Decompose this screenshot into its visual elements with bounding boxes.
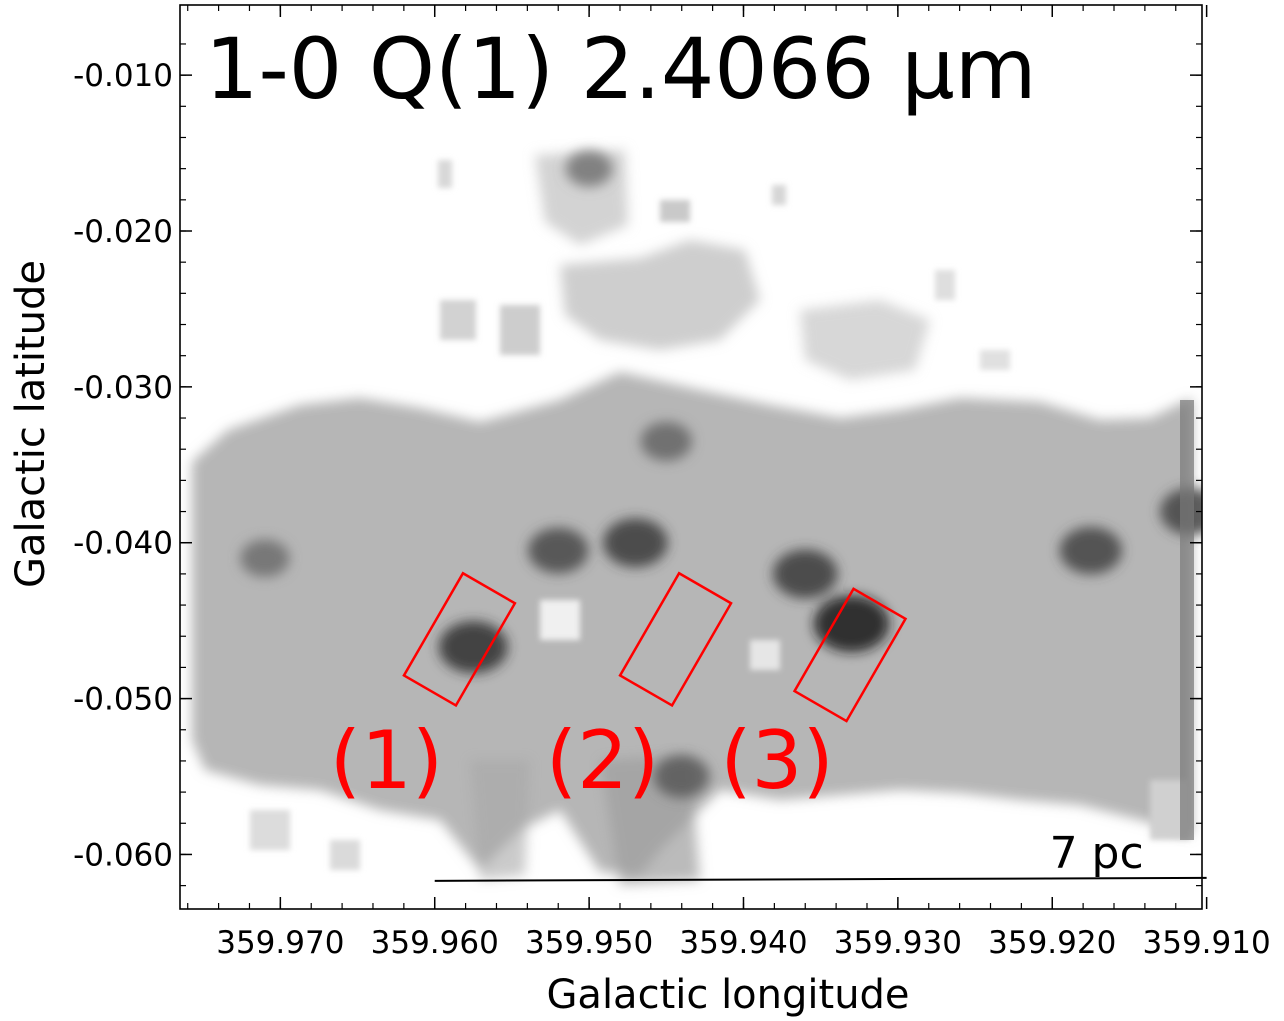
diffuse-emission [192, 150, 1192, 885]
lower-tail-left [470, 760, 530, 880]
emission-peak-2 [813, 595, 890, 653]
y-tick-label: -0.050 [73, 682, 173, 718]
right-edge-strip [1180, 400, 1194, 840]
y-tick-label: -0.010 [73, 58, 173, 94]
emission-peak-11 [565, 150, 613, 187]
y-axis-label: Galactic latitude [8, 260, 54, 588]
scale-bar-line [434, 876, 1207, 882]
region-label-2: (2) [546, 714, 659, 807]
region-box-3 [792, 587, 908, 723]
emission-peak-1 [438, 621, 508, 674]
emission-peak-5 [528, 527, 589, 574]
ticks: 359.970 359.960 359.950 359.940 359.930 359.9… [73, 5, 1271, 961]
y-tick-label: -0.030 [73, 370, 173, 406]
x-tick-label: 359.940 [679, 925, 807, 961]
upper-cloud-right [800, 300, 930, 380]
x-tick-label: 359.910 [1143, 925, 1271, 961]
emission-peak-8 [240, 539, 290, 578]
region-label-1: (1) [330, 714, 443, 807]
region-label-3: (3) [720, 714, 833, 807]
y-tick-label: -0.040 [73, 526, 173, 562]
emission-map [192, 150, 1202, 885]
y-tick-label: -0.020 [73, 214, 173, 250]
emission-peak-10 [640, 421, 692, 462]
regions: (1) (2) (3) [330, 571, 908, 807]
x-tick-label: 359.930 [834, 925, 962, 961]
scale-bar: 7 pc [434, 828, 1207, 882]
upper-cloud-center [560, 240, 760, 350]
region-box-1 [402, 571, 517, 708]
chart-title: 1-0 Q(1) 2.4066 μm [205, 20, 1037, 118]
scale-bar-label: 7 pc [1050, 828, 1144, 879]
emission-peaks [240, 150, 1202, 798]
emission-peak-9 [653, 755, 710, 798]
x-tick-label: 359.970 [216, 925, 344, 961]
x-tick-label: 359.920 [988, 925, 1116, 961]
region-box-2 [618, 571, 733, 708]
axes-frame [179, 4, 1203, 910]
y-tick-label: -0.060 [73, 837, 173, 873]
emission-peak-4 [603, 518, 668, 568]
x-axis-label: Galactic longitude [546, 972, 909, 1018]
main-band [192, 372, 1192, 875]
emission-peak-6 [1059, 526, 1123, 575]
x-tick-label: 359.950 [525, 925, 653, 961]
x-tick-label: 359.960 [371, 925, 499, 961]
emission-peak-3 [772, 549, 838, 599]
